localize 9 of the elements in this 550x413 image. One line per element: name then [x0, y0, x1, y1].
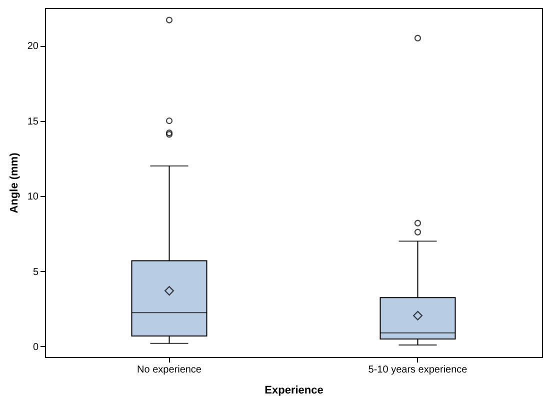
y-tick-label: 5 — [32, 266, 39, 278]
y-tick-label: 0 — [32, 342, 39, 353]
x-axis-title: Experience — [264, 384, 324, 396]
x-tick-label: 5-10 years experience — [368, 364, 468, 376]
y-tick-label: 10 — [27, 192, 39, 203]
y-tick-label: 20 — [27, 41, 39, 52]
y-axis-title: Angle (mm) — [8, 152, 20, 214]
x-tick-label: No experience — [137, 364, 202, 376]
y-tick-label: 15 — [27, 116, 39, 128]
